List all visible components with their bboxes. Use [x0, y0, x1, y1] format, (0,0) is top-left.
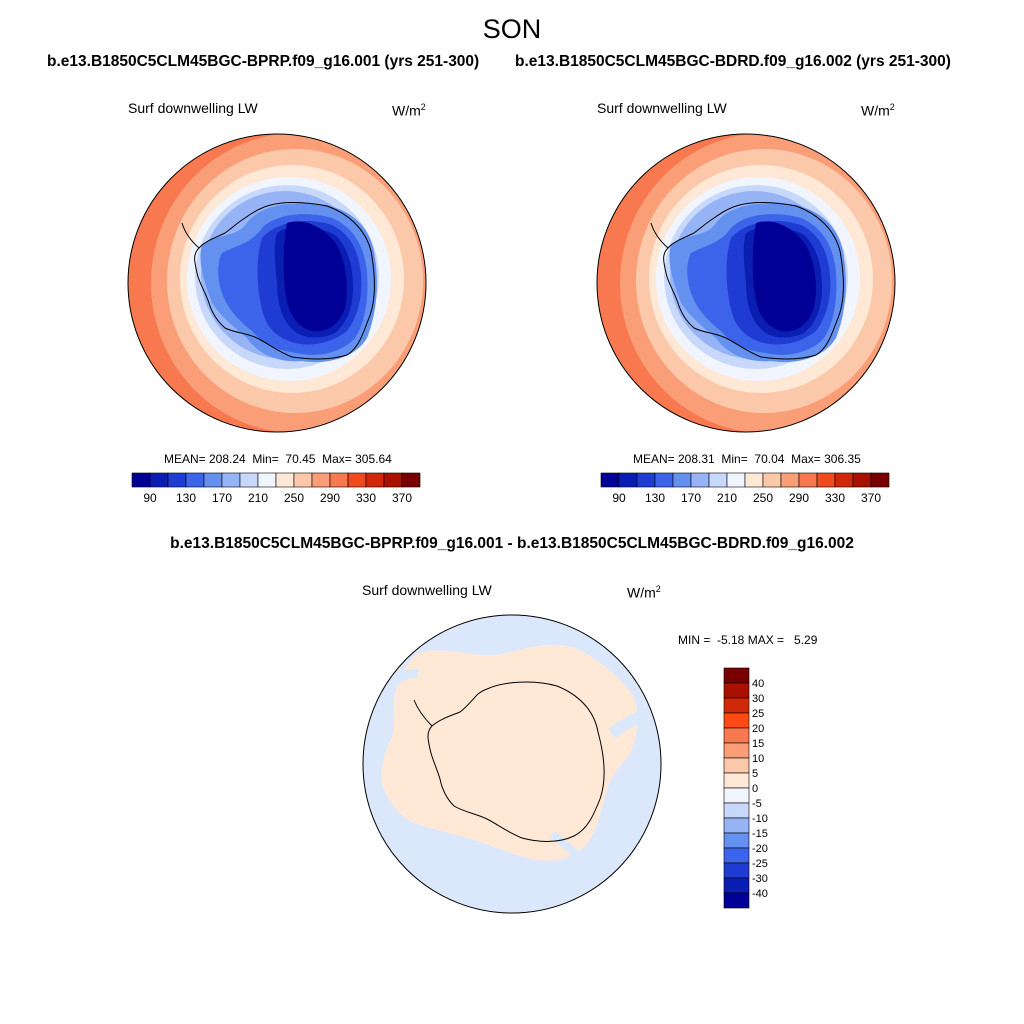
case-title-left: b.e13.B1850C5CLM45BGC-BPRP.f09_g16.001 (…	[47, 53, 480, 70]
colorbar-cell	[401, 472, 421, 488]
colorbar-tick-label: 5	[752, 768, 758, 780]
colorbar-cell	[744, 472, 764, 488]
colorbar-cell	[221, 472, 241, 488]
polar-map-left	[127, 133, 427, 433]
colorbar-left: 90 130 170 210 250 290 330 370	[131, 472, 421, 505]
polar-map-right	[596, 133, 896, 433]
colorbar-cell	[723, 712, 750, 729]
colorbar-tick-label: 20	[752, 723, 764, 735]
colorbar-cell	[618, 472, 638, 488]
colorbar-tick-label: 330	[825, 491, 845, 505]
colorbar-cell	[600, 472, 620, 488]
variable-label-left: Surf downwelling LW	[128, 100, 258, 116]
colorbar-tick-label: 10	[752, 753, 764, 765]
colorbar-cell	[834, 472, 854, 488]
colorbar-tick-label: 25	[752, 708, 764, 720]
colorbar-tick-label: 90	[612, 491, 626, 505]
colorbar-tick-label: 130	[645, 491, 665, 505]
colorbar-tick-label: 250	[284, 491, 304, 505]
colorbar-tick-label: -15	[752, 828, 768, 840]
colorbar-cell	[167, 472, 187, 488]
difference-title: b.e13.B1850C5CLM45BGC-BPRP.f09_g16.001 -…	[170, 535, 854, 552]
colorbar-tick-label: 290	[789, 491, 809, 505]
colorbar-cell	[239, 472, 259, 488]
colorbar-tick-label: 330	[356, 491, 376, 505]
colorbar-cell	[672, 472, 692, 488]
colorbar-cell	[723, 667, 750, 684]
colorbar-cell	[383, 472, 403, 488]
colorbar-cell	[723, 727, 750, 744]
stats-right: MEAN= 208.31 Min= 70.04 Max= 306.35	[633, 452, 861, 466]
case-title-right: b.e13.B1850C5CLM45BGC-BDRD.f09_g16.002 (…	[515, 53, 951, 70]
units-label-left: W/m2	[392, 102, 426, 119]
units-label-diff: W/m2	[627, 584, 661, 601]
polar-map-difference	[362, 614, 662, 914]
colorbar-tick-label: -25	[752, 858, 768, 870]
colorbar-cell	[708, 472, 728, 488]
colorbar-cell	[131, 472, 151, 488]
variable-label-diff: Surf downwelling LW	[362, 582, 492, 598]
colorbar-tick-label: 170	[212, 491, 232, 505]
colorbar-cell	[723, 832, 750, 849]
colorbar-tick-label: 0	[752, 783, 758, 795]
variable-label-right: Surf downwelling LW	[597, 100, 727, 116]
colorbar-cell	[257, 472, 277, 488]
colorbar-cell	[654, 472, 674, 488]
colorbar-cell	[185, 472, 205, 488]
colorbar-tick-label: -5	[752, 798, 762, 810]
colorbar-tick-label: 90	[143, 491, 157, 505]
colorbar-right: 90 130 170 210 250 290 330 370	[600, 472, 890, 505]
colorbar-cell	[723, 787, 750, 804]
colorbar-cell	[723, 877, 750, 894]
colorbar-cell	[723, 817, 750, 834]
colorbar-cell	[723, 772, 750, 789]
colorbar-cell	[870, 472, 890, 488]
colorbar-cell	[690, 472, 710, 488]
colorbar-tick-label: -10	[752, 813, 768, 825]
stats-left: MEAN= 208.24 Min= 70.45 Max= 305.64	[164, 452, 392, 466]
units-label-right: W/m2	[861, 102, 895, 119]
colorbar-cell	[762, 472, 782, 488]
colorbar-cell	[726, 472, 746, 488]
colorbar-cell	[723, 757, 750, 774]
colorbar-cell	[365, 472, 385, 488]
colorbar-difference: 40 30 25 20 15 10 5 0 -5 -10 -15 -20 -25 -30 -40	[723, 667, 768, 909]
colorbar-cell	[293, 472, 313, 488]
colorbar-tick-label: -20	[752, 843, 768, 855]
colorbar-tick-label: 210	[717, 491, 737, 505]
colorbar-cell	[852, 472, 872, 488]
colorbar-cell	[723, 892, 750, 909]
colorbar-cell	[798, 472, 818, 488]
colorbar-tick-label: 170	[681, 491, 701, 505]
colorbar-cell	[149, 472, 169, 488]
colorbar-tick-label: 210	[248, 491, 268, 505]
colorbar-tick-label: 40	[752, 678, 764, 690]
colorbar-cell	[347, 472, 367, 488]
colorbar-tick-label: 30	[752, 693, 764, 705]
colorbar-tick-label: 370	[861, 491, 881, 505]
colorbar-cell	[275, 472, 295, 488]
colorbar-cell	[636, 472, 656, 488]
colorbar-tick-label: 250	[753, 491, 773, 505]
colorbar-tick-label: -30	[752, 873, 768, 885]
colorbar-cell	[816, 472, 836, 488]
colorbar-tick-label: 15	[752, 738, 764, 750]
colorbar-cell	[311, 472, 331, 488]
colorbar-cell	[780, 472, 800, 488]
colorbar-cell	[723, 802, 750, 819]
colorbar-tick-label: 130	[176, 491, 196, 505]
colorbar-tick-label: 370	[392, 491, 412, 505]
colorbar-cell	[329, 472, 349, 488]
colorbar-cell	[203, 472, 223, 488]
colorbar-tick-label: 290	[320, 491, 340, 505]
colorbar-cell	[723, 847, 750, 864]
colorbar-cell	[723, 697, 750, 714]
colorbar-cell	[723, 682, 750, 699]
colorbar-tick-label: -40	[752, 888, 768, 900]
colorbar-cell	[723, 862, 750, 879]
season-title: SON	[482, 14, 542, 44]
stats-diff: MIN = -5.18 MAX = 5.29	[678, 633, 818, 647]
colorbar-cell	[723, 742, 750, 759]
